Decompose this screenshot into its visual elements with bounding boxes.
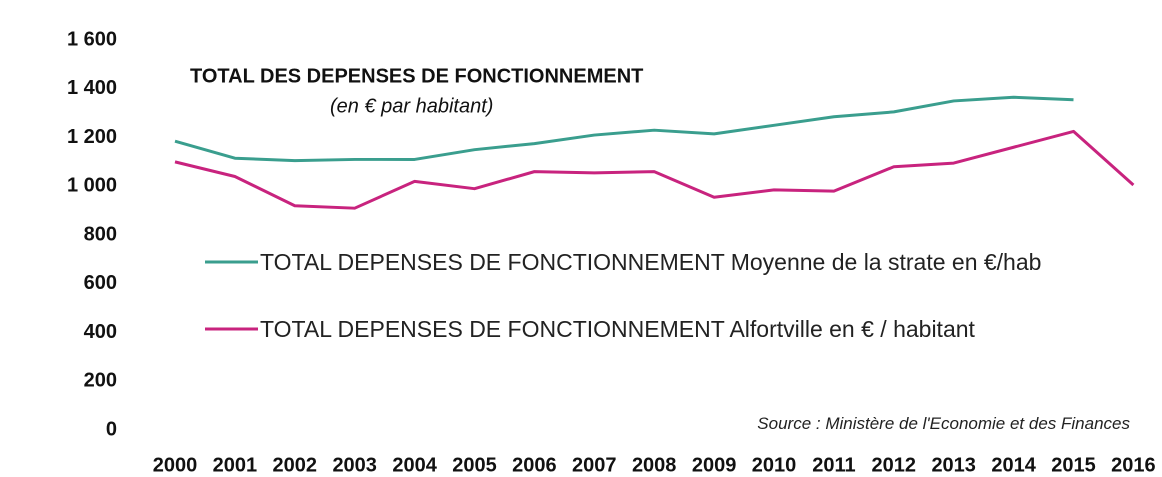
y-tick-label: 200 [84, 370, 117, 392]
x-tick-label: 2016 [1111, 454, 1156, 476]
x-tick-label: 2002 [273, 454, 318, 476]
series-line [174, 129, 1135, 210]
x-tick-label: 2013 [931, 454, 976, 476]
x-tick-label: 2006 [512, 454, 557, 476]
x-tick-label: 2010 [752, 454, 797, 476]
y-tick-label: 1 200 [67, 126, 117, 148]
x-tick-label: 2005 [452, 454, 497, 476]
x-tick-label: 2001 [213, 454, 258, 476]
x-tick-label: 2008 [632, 454, 677, 476]
y-tick-label: 1 400 [67, 77, 117, 99]
x-tick-label: 2000 [153, 454, 198, 476]
x-tick-label: 2009 [692, 454, 737, 476]
source-note: Source : Ministère de l'Economie et des … [757, 414, 1130, 433]
y-tick-label: 600 [84, 272, 117, 294]
legend-entry: TOTAL DEPENSES DE FONCTIONNEMENT Moyenne… [260, 249, 1042, 275]
x-tick-label: 2011 [812, 454, 855, 476]
series-line [174, 95, 1074, 163]
chart-title: TOTAL DES DEPENSES DE FONCTIONNEMENT [190, 65, 643, 87]
chart-subtitle: (en € par habitant) [330, 95, 493, 117]
y-tick-label: 1 600 [67, 28, 117, 50]
y-tick-label: 400 [84, 321, 117, 343]
legend-entry: TOTAL DEPENSES DE FONCTIONNEMENT Alfortv… [260, 316, 975, 342]
y-tick-label: 800 [84, 223, 117, 245]
x-tick-label: 2014 [991, 454, 1036, 476]
x-tick-label: 2007 [572, 454, 617, 476]
y-tick-label: 1 000 [67, 175, 117, 197]
x-tick-label: 2012 [872, 454, 917, 476]
x-tick-label: 2015 [1051, 454, 1096, 476]
y-tick-label: 0 [106, 418, 117, 440]
x-tick-label: 2004 [392, 454, 437, 476]
x-tick-label: 2003 [332, 454, 377, 476]
